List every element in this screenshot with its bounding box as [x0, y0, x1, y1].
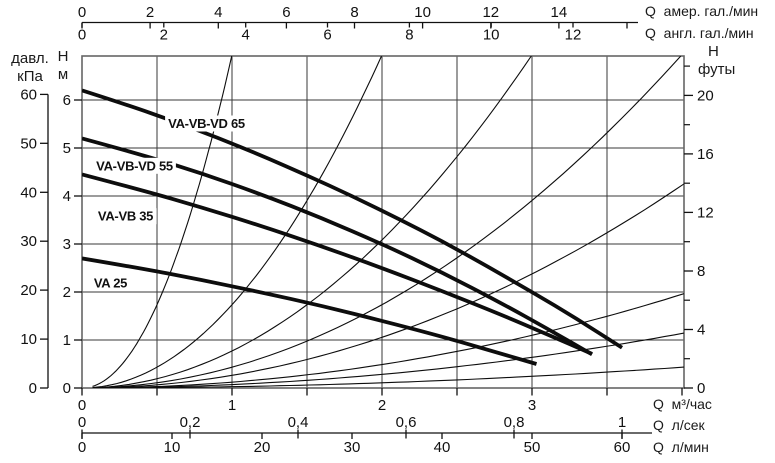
- svg-text:10: 10: [414, 4, 431, 21]
- svg-text:4: 4: [63, 188, 71, 205]
- svg-text:3: 3: [528, 397, 536, 414]
- svg-text:20: 20: [20, 282, 37, 299]
- svg-text:2: 2: [63, 284, 71, 301]
- svg-text:2: 2: [160, 27, 168, 44]
- ls-axis-label: Q л/сек: [653, 417, 705, 433]
- system-curve: [92, 56, 233, 387]
- svg-text:0: 0: [78, 414, 86, 431]
- lmin-axis-label: Q л/мин: [653, 439, 709, 455]
- svg-text:0: 0: [78, 27, 86, 44]
- svg-text:8: 8: [405, 27, 413, 44]
- svg-text:6: 6: [63, 92, 71, 109]
- m3h-axis-label: Q м³/час: [653, 396, 712, 412]
- svg-text:1: 1: [618, 414, 626, 431]
- svg-text:0: 0: [78, 4, 86, 21]
- curve-label-bg: [94, 208, 157, 225]
- curve-label-bg: [165, 115, 248, 132]
- svg-text:4: 4: [697, 322, 705, 339]
- plot-frame: [81, 55, 685, 389]
- head-m-axis: 0 1 2 3 4 5 6: [63, 92, 82, 397]
- svg-text:5: 5: [63, 140, 71, 157]
- svg-text:4: 4: [214, 4, 222, 21]
- svg-text:1: 1: [63, 332, 71, 349]
- svg-text:10: 10: [20, 331, 37, 348]
- system-curve: [92, 183, 684, 388]
- svg-text:0: 0: [63, 380, 71, 397]
- svg-text:0,8: 0,8: [504, 414, 525, 431]
- pump-curve: [82, 136, 593, 357]
- svg-text:12: 12: [697, 204, 714, 221]
- svg-text:3: 3: [63, 236, 71, 253]
- svg-text:8: 8: [697, 263, 705, 280]
- uk-gpm-axis-label: Q англ. гал./мин: [645, 25, 754, 41]
- svg-text:20: 20: [697, 87, 714, 104]
- svg-text:60: 60: [614, 439, 631, 456]
- feet-axis: 0 4 8 12 16 20: [684, 65, 714, 397]
- svg-text:12: 12: [565, 27, 582, 44]
- svg-text:8: 8: [350, 4, 358, 21]
- gpm-ruler: 0 2 4 6 8 10 12 140 2 4 6 8 10 12: [78, 4, 638, 44]
- svg-text:0: 0: [29, 380, 37, 397]
- svg-text:40: 40: [434, 439, 451, 456]
- svg-text:0: 0: [78, 397, 86, 414]
- svg-text:40: 40: [20, 184, 37, 201]
- svg-text:0,2: 0,2: [180, 414, 201, 431]
- system-curve: [92, 56, 383, 388]
- curve-label: VA 25: [94, 275, 127, 290]
- svg-text:16: 16: [697, 146, 714, 163]
- pump-curve: [82, 88, 624, 350]
- head-axis-unit: м: [57, 66, 69, 83]
- m3h-axis: 0 1 2 3: [78, 388, 683, 414]
- svg-text:50: 50: [20, 135, 37, 152]
- feet-axis-title: H: [708, 43, 719, 60]
- svg-text:0: 0: [697, 380, 705, 397]
- pump-curve: [82, 256, 538, 366]
- svg-text:50: 50: [524, 439, 541, 456]
- pump-curves: [82, 88, 624, 366]
- kpa-axis: 0 10 20 30 40 50 60: [20, 86, 49, 397]
- svg-text:6: 6: [282, 4, 290, 21]
- svg-text:30: 30: [20, 233, 37, 250]
- ls-lmin-ruler: 0 0,2 0,4 0,6 0,8 10 10 20 30 40 50 60: [78, 414, 652, 456]
- svg-text:30: 30: [344, 439, 361, 456]
- curve-label: VA-VB-VD 55: [96, 158, 173, 173]
- system-curve: [92, 332, 684, 388]
- svg-text:0,6: 0,6: [396, 414, 417, 431]
- svg-text:20: 20: [254, 439, 271, 456]
- svg-text:0: 0: [78, 439, 86, 456]
- system-curve: [92, 366, 684, 388]
- svg-text:4: 4: [242, 27, 250, 44]
- svg-text:10: 10: [483, 27, 500, 44]
- svg-text:1: 1: [228, 397, 236, 414]
- system-curve: [92, 293, 684, 388]
- svg-text:14: 14: [551, 4, 568, 21]
- svg-text:12: 12: [482, 4, 499, 21]
- system-curve: [92, 56, 682, 388]
- curve-label: VA-VB 35: [98, 209, 153, 224]
- system-curves: [92, 56, 684, 388]
- svg-text:2: 2: [378, 397, 386, 414]
- svg-text:60: 60: [20, 86, 37, 103]
- gridlines: [82, 56, 684, 388]
- curve-label-bg: [89, 274, 132, 291]
- svg-text:6: 6: [323, 27, 331, 44]
- pump-curve: [82, 172, 593, 356]
- pressure-axis-unit: кПа: [17, 68, 43, 85]
- svg-text:0,4: 0,4: [288, 414, 309, 431]
- svg-text:10: 10: [164, 439, 181, 456]
- curve-labels: VA-VB-VD 65 VA-VB-VD 55 VA-VB 35 VA 25: [89, 115, 248, 291]
- feet-axis-unit: футы: [698, 61, 736, 78]
- head-axis-title-line1: H: [57, 48, 69, 65]
- us-gpm-axis-label: Q амер. гал./мин: [645, 3, 759, 19]
- pressure-axis-title-line1: давл.: [11, 50, 49, 67]
- pressure-axis-title: давл. кПа: [4, 50, 56, 86]
- system-curve: [92, 56, 532, 388]
- svg-text:2: 2: [146, 4, 154, 21]
- curve-label-bg: [93, 157, 176, 174]
- curve-label: VA-VB-VD 65: [168, 116, 245, 131]
